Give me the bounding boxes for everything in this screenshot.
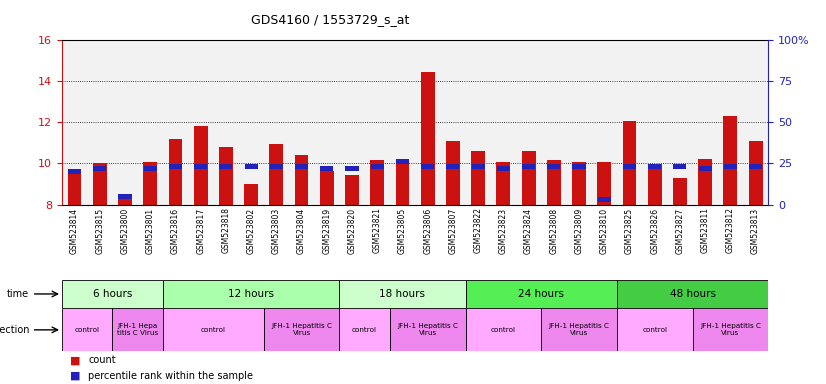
Bar bbox=[169, 164, 182, 169]
Bar bbox=[118, 195, 132, 205]
Bar bbox=[62, 280, 163, 308]
Bar bbox=[244, 184, 258, 205]
Text: 12 hours: 12 hours bbox=[228, 289, 274, 299]
Text: 48 hours: 48 hours bbox=[670, 289, 715, 299]
Bar bbox=[396, 159, 410, 205]
Bar bbox=[597, 162, 611, 205]
Bar bbox=[345, 166, 358, 170]
Bar bbox=[699, 166, 712, 170]
Bar bbox=[194, 164, 207, 169]
Text: ■: ■ bbox=[70, 356, 81, 366]
Text: control: control bbox=[352, 327, 377, 333]
Bar bbox=[320, 170, 334, 205]
Bar bbox=[345, 175, 359, 205]
Bar bbox=[144, 166, 157, 170]
Bar bbox=[547, 160, 561, 205]
Bar bbox=[320, 166, 334, 170]
Text: control: control bbox=[491, 327, 516, 333]
Text: percentile rank within the sample: percentile rank within the sample bbox=[88, 371, 254, 381]
Text: time: time bbox=[7, 289, 29, 299]
Bar bbox=[219, 147, 233, 205]
Text: JFH-1 Hepatitis C
Virus: JFH-1 Hepatitis C Virus bbox=[397, 323, 458, 336]
Bar bbox=[396, 159, 409, 164]
Bar bbox=[648, 164, 662, 205]
Text: JFH-1 Hepatitis C
Virus: JFH-1 Hepatitis C Virus bbox=[271, 323, 332, 336]
Bar bbox=[472, 164, 485, 169]
Text: JFH-1 Hepa
titis C Virus: JFH-1 Hepa titis C Virus bbox=[117, 323, 159, 336]
Bar bbox=[541, 308, 617, 351]
Bar bbox=[522, 151, 535, 205]
Bar bbox=[93, 166, 107, 170]
Bar bbox=[598, 197, 610, 202]
Bar bbox=[118, 194, 131, 199]
Bar bbox=[163, 280, 339, 308]
Bar bbox=[471, 151, 485, 205]
Bar bbox=[244, 164, 258, 169]
Bar bbox=[617, 308, 692, 351]
Bar bbox=[623, 164, 636, 169]
Bar bbox=[749, 164, 762, 169]
Bar bbox=[169, 139, 183, 205]
Bar bbox=[446, 164, 459, 169]
Bar bbox=[724, 116, 738, 205]
Text: JFH-1 Hepatitis C
Virus: JFH-1 Hepatitis C Virus bbox=[700, 323, 761, 336]
Bar bbox=[339, 280, 466, 308]
Bar bbox=[692, 308, 768, 351]
Bar bbox=[295, 155, 308, 205]
Bar bbox=[371, 164, 384, 169]
Bar bbox=[446, 141, 460, 205]
Text: control: control bbox=[74, 327, 100, 333]
Bar bbox=[496, 166, 510, 170]
Text: count: count bbox=[88, 356, 116, 366]
Bar bbox=[339, 308, 390, 351]
Bar bbox=[143, 162, 157, 205]
Bar bbox=[698, 159, 712, 205]
Bar bbox=[269, 144, 283, 205]
Text: JFH-1 Hepatitis C
Virus: JFH-1 Hepatitis C Virus bbox=[548, 323, 610, 336]
Bar bbox=[112, 308, 163, 351]
Bar bbox=[648, 164, 662, 169]
Bar bbox=[93, 164, 107, 205]
Text: 24 hours: 24 hours bbox=[518, 289, 564, 299]
Bar bbox=[522, 164, 535, 169]
Bar bbox=[572, 164, 586, 169]
Text: 6 hours: 6 hours bbox=[93, 289, 132, 299]
Bar bbox=[163, 308, 263, 351]
Bar bbox=[220, 164, 232, 169]
Text: ■: ■ bbox=[70, 371, 81, 381]
Text: infection: infection bbox=[0, 325, 29, 335]
Bar bbox=[270, 164, 283, 169]
Bar bbox=[390, 308, 466, 351]
Bar bbox=[263, 308, 339, 351]
Text: 18 hours: 18 hours bbox=[379, 289, 425, 299]
Bar bbox=[466, 308, 541, 351]
Bar bbox=[496, 162, 510, 205]
Bar bbox=[617, 280, 768, 308]
Bar bbox=[295, 164, 308, 169]
Bar bbox=[370, 160, 384, 205]
Bar bbox=[466, 280, 617, 308]
Bar bbox=[724, 164, 737, 169]
Bar bbox=[62, 308, 112, 351]
Text: control: control bbox=[642, 327, 667, 333]
Bar bbox=[547, 164, 560, 169]
Bar bbox=[572, 162, 586, 205]
Text: GDS4160 / 1553729_s_at: GDS4160 / 1553729_s_at bbox=[251, 13, 410, 26]
Bar bbox=[623, 121, 636, 205]
Bar bbox=[68, 170, 82, 205]
Bar bbox=[420, 71, 434, 205]
Text: control: control bbox=[201, 327, 225, 333]
Bar bbox=[68, 169, 81, 174]
Bar bbox=[673, 178, 687, 205]
Bar bbox=[194, 126, 207, 205]
Bar bbox=[748, 141, 762, 205]
Bar bbox=[673, 164, 686, 169]
Bar bbox=[421, 164, 434, 169]
